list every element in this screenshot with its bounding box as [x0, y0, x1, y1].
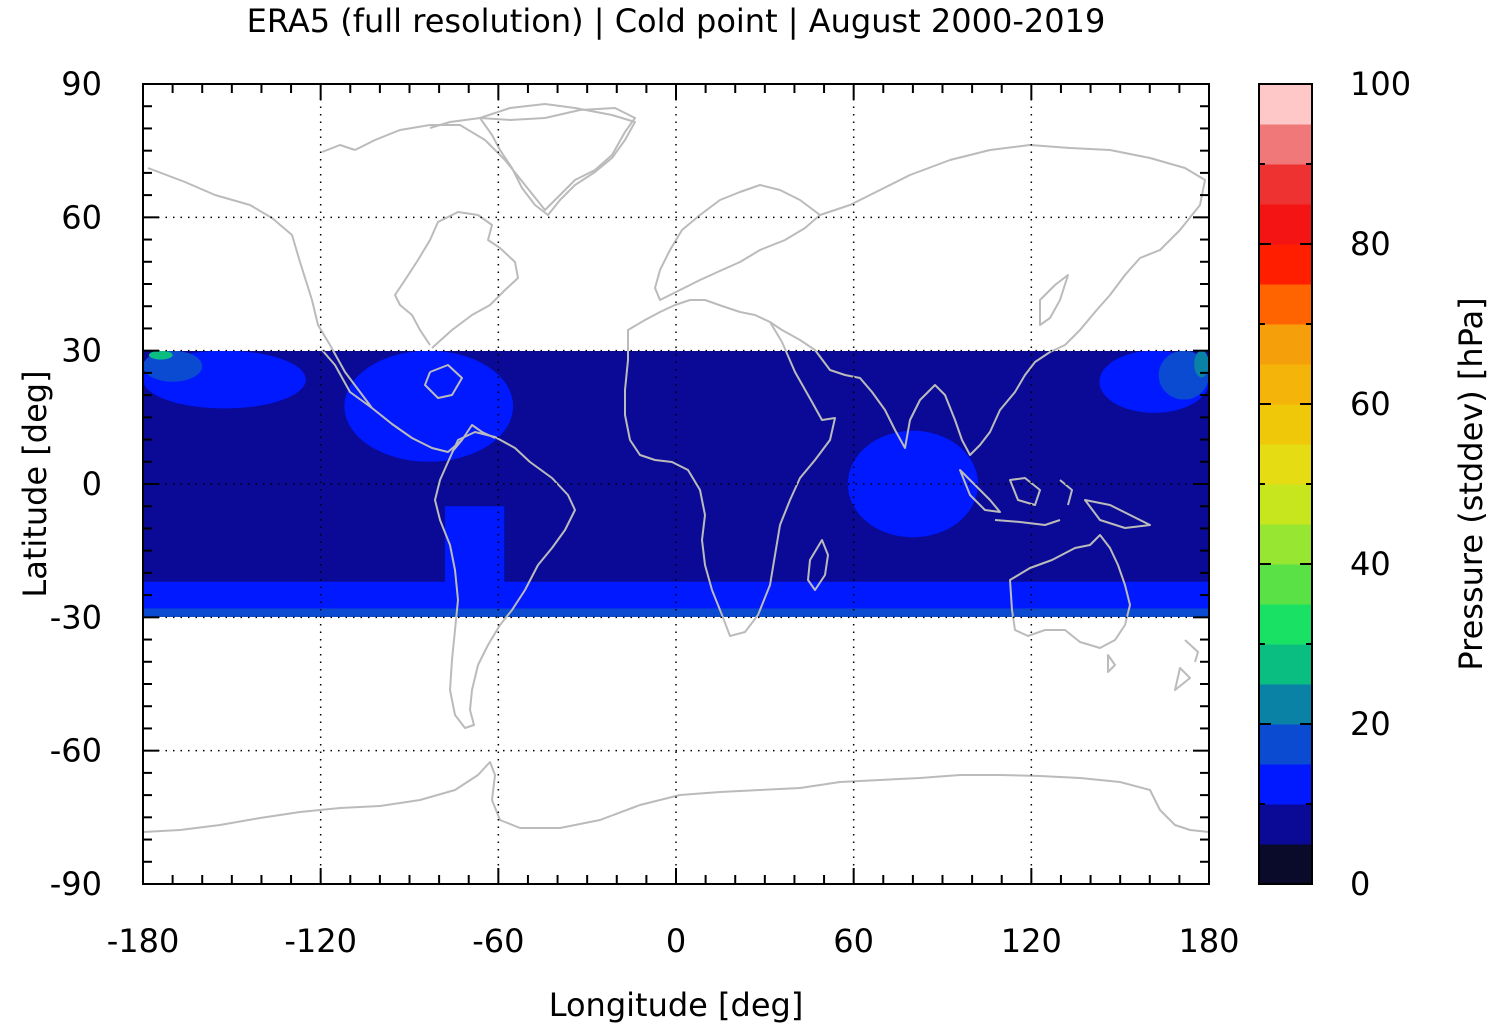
colorbar-swatch	[1259, 244, 1312, 285]
colorbar-tick-label: 60	[1350, 385, 1391, 423]
colorbar-swatch	[1259, 84, 1312, 125]
coastline-antarctica	[143, 761, 1209, 833]
y-tick-label: 30	[61, 332, 102, 370]
colorbar-swatch	[1259, 684, 1312, 725]
region-south-edge	[143, 608, 1209, 617]
colorbar-tick-label: 0	[1350, 865, 1370, 903]
region-indian-ocean	[847, 430, 979, 538]
colorbar-swatch	[1259, 284, 1312, 325]
colorbar-swatch	[1259, 444, 1312, 485]
colorbar-swatch	[1259, 604, 1312, 645]
coastlines	[143, 103, 1209, 833]
colorbar-swatch	[1259, 724, 1312, 765]
y-tick-label: -90	[50, 865, 102, 903]
x-tick-label: 180	[1178, 922, 1239, 960]
y-tick-label: 90	[61, 65, 102, 103]
colorbar-swatch	[1259, 324, 1312, 365]
region-west-pacific-north-core	[1194, 351, 1209, 378]
y-axis-title: Latitude [deg]	[16, 370, 54, 597]
colorbar-swatch	[1259, 124, 1312, 165]
coastline-greenland	[479, 103, 636, 216]
coastline-maritime-continent	[959, 469, 1151, 529]
colorbar-tick-label: 100	[1350, 65, 1411, 103]
colorbar-title: Pressure (stddev) [hPa]	[1452, 297, 1490, 670]
y-tick-label: -60	[50, 732, 102, 770]
y-tick-label: -30	[50, 598, 102, 636]
colorbar-tick-labels: 0 20 40 60 80 100	[1350, 65, 1411, 903]
x-axis-title: Longitude [deg]	[549, 986, 804, 1024]
colorbar-swatch	[1259, 164, 1312, 205]
colorbar-swatch	[1259, 644, 1312, 685]
grid-lines	[143, 84, 1209, 884]
x-tick-label: -180	[107, 922, 180, 960]
colorbar-tick-label: 20	[1350, 705, 1391, 743]
coastline-north-america	[147, 107, 636, 453]
coastline-madagascar	[807, 539, 829, 591]
x-tick-label: -60	[472, 922, 524, 960]
colorbar	[1258, 83, 1313, 885]
y-tick-label: 60	[61, 198, 102, 236]
colorbar-swatch	[1259, 404, 1312, 445]
colorbar-swatch	[1259, 484, 1312, 525]
colorbar-swatch	[1259, 564, 1312, 605]
plot-frame	[142, 83, 1210, 885]
colorbar-tick-label: 40	[1350, 545, 1391, 583]
region-central-pacific-north-core	[148, 351, 173, 360]
chart-title: ERA5 (full resolution) | Cold point | Au…	[247, 2, 1106, 40]
coastline-south-america	[434, 431, 576, 729]
colorbar-swatch	[1259, 844, 1312, 885]
x-tick-label: -120	[284, 922, 357, 960]
y-tick-label: 0	[82, 465, 102, 503]
colorbar-tick-label: 80	[1350, 225, 1391, 263]
colorbar-swatch	[1259, 804, 1312, 845]
colorbar-swatch	[1259, 524, 1312, 565]
coastline-australia	[1009, 534, 1131, 673]
colorbar-swatch	[1259, 764, 1312, 805]
x-tick-label: 60	[833, 922, 874, 960]
x-tick-label: 0	[666, 922, 686, 960]
region-south-america	[445, 506, 505, 609]
colorbar-swatch	[1259, 364, 1312, 405]
x-tick-label: 120	[1001, 922, 1062, 960]
y-tick-labels: 90 60 30 0 -30 -60 -90	[50, 65, 102, 903]
x-tick-labels: -180 -120 -60 0 60 120 180	[107, 922, 1240, 960]
coastline-asia	[769, 144, 1206, 456]
coastline-europe-africa	[624, 184, 836, 637]
colorbar-swatch	[1259, 204, 1312, 245]
coastline-new-zealand	[1174, 639, 1199, 691]
